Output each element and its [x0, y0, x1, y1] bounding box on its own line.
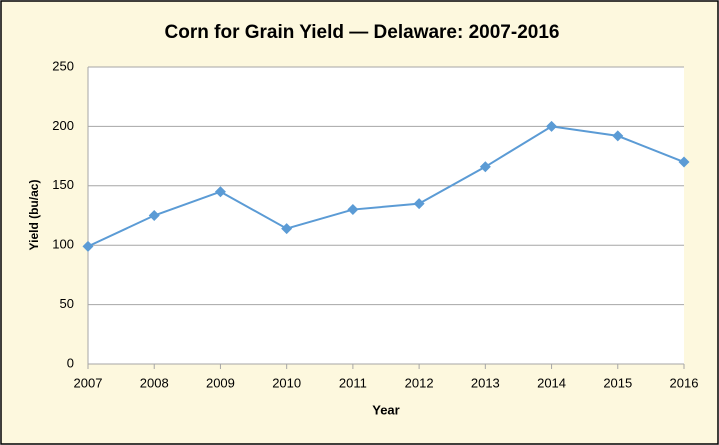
y-axis-label: Yield (bu/ac)	[27, 180, 41, 251]
y-tick-label: 150	[52, 177, 74, 192]
data-point	[413, 198, 425, 210]
y-tick-label: 100	[52, 237, 74, 252]
x-tick-label: 2011	[339, 375, 367, 390]
chart-title: Corn for Grain Yield — Delaware: 2007-20…	[165, 22, 560, 43]
x-tick-label: 2010	[272, 375, 301, 390]
y-tick-label: 50	[60, 296, 74, 311]
plot-area	[88, 67, 684, 364]
x-tick-label: 2012	[405, 375, 434, 390]
data-point	[214, 186, 226, 198]
data-point	[612, 130, 624, 142]
data-point	[347, 204, 359, 216]
x-tick-label: 2016	[670, 375, 699, 390]
x-tick-label: 2007	[74, 375, 103, 390]
x-tick-label: 2013	[471, 375, 500, 390]
x-tick-label: 2009	[206, 375, 235, 390]
data-point	[148, 210, 160, 221]
x-tick-label: 2015	[603, 375, 632, 390]
x-tick-label: 2014	[537, 375, 566, 390]
data-point	[82, 240, 94, 252]
data-point	[678, 156, 690, 168]
data-point	[479, 161, 491, 173]
data-point	[546, 120, 558, 132]
data-line	[87, 125, 685, 248]
x-tick-label: 2008	[140, 375, 169, 390]
y-tick-label: 0	[67, 355, 74, 370]
data-point	[281, 223, 293, 235]
x-axis-label: Year	[372, 402, 399, 417]
y-tick-label: 200	[52, 118, 74, 133]
y-tick-label: 250	[52, 58, 74, 73]
